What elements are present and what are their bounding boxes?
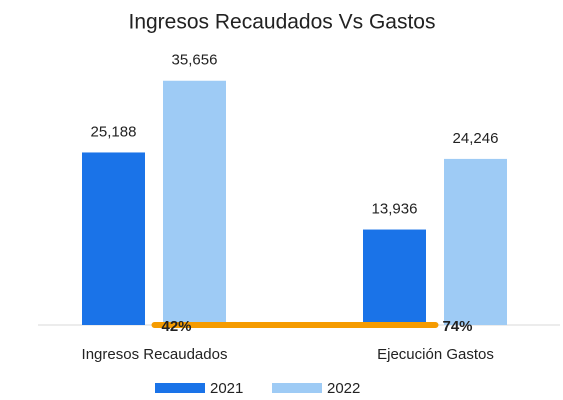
data-label: 42% <box>161 318 191 335</box>
chart-title: Ingresos Recaudados Vs Gastos <box>128 11 435 34</box>
data-label: 13,936 <box>372 201 418 218</box>
data-label: 74% <box>442 318 472 335</box>
data-label: 25,188 <box>91 123 137 140</box>
legend-swatch <box>155 383 205 393</box>
data-label: 24,246 <box>453 130 499 147</box>
bar <box>82 152 145 325</box>
bar <box>163 80 226 325</box>
x-tick-label: Ingresos Recaudados <box>82 346 228 363</box>
data-label: 35,656 <box>172 52 218 69</box>
legend-label: 2021 <box>210 380 243 397</box>
legend-label: 2022 <box>327 380 360 397</box>
bar <box>444 158 507 325</box>
legend-swatch <box>272 383 322 393</box>
bar <box>363 229 426 325</box>
x-tick-label: Ejecución Gastos <box>377 346 494 363</box>
